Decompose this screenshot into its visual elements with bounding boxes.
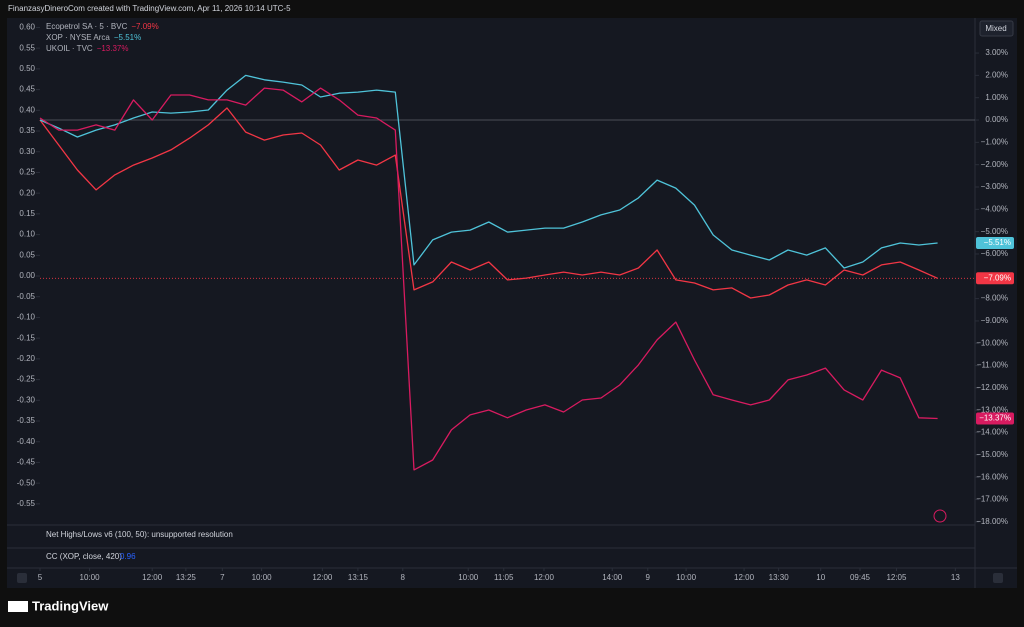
legend-name: UKOIL · TVC [46,44,93,53]
chart-bg [7,18,1017,588]
y2-tick-label: 2.00% [985,70,1008,79]
x-tick-label: 7 [220,573,225,582]
x-tick-label: 12:00 [534,573,555,582]
y2-tick-label: −18.00% [976,517,1008,526]
legend-value: −13.37% [97,44,129,53]
y2-tick-label: −15.00% [976,450,1008,459]
y2-tick-label: −11.00% [977,361,1008,370]
x-tick-label: 10:00 [252,573,273,582]
alert-icon[interactable] [933,509,947,523]
last-value-label: −7.09% [984,273,1011,282]
x-tick-label: 9 [646,573,651,582]
y2-tick-label: −6.00% [981,249,1008,258]
y-tick-label: 0.00 [19,271,35,280]
y2-tick-label: −4.00% [981,204,1008,213]
y2-tick-label: −9.00% [981,316,1008,325]
legend-name: Ecopetrol SA · 5 · BVC [46,22,128,31]
y-tick-label: 0.45 [19,85,35,94]
x-tick-label: 10:00 [676,573,697,582]
x-tick-label: 14:00 [602,573,623,582]
y-tick-label: 0.15 [19,209,35,218]
y-tick-label: -0.40 [17,437,36,446]
y2-tick-label: −8.00% [981,294,1008,303]
y-tick-label: -0.20 [17,354,36,363]
y-tick-label: 0.30 [19,147,35,156]
y-tick-label: 0.35 [19,126,35,135]
x-tick-label: 11:05 [494,573,514,582]
y-tick-label: 0.05 [19,250,35,259]
y2-tick-label: −16.00% [976,472,1008,481]
y2-tick-label: −14.00% [976,428,1008,437]
x-tick-label: 12:05 [886,573,907,582]
y2-tick-label: −3.00% [981,182,1008,191]
indicator-value: 0.96 [120,552,136,561]
last-value-badge [976,412,1014,425]
y-tick-label: -0.50 [17,478,36,487]
x-tick-label: 09:45 [850,573,871,582]
x-tick-label: 13 [951,573,960,582]
y2-tick-label: 0.00% [985,115,1008,124]
legend-value: −7.09% [131,22,158,31]
x-tick-label: 13:30 [769,573,790,582]
series-line [39,107,938,299]
indicator-label: CC (XOP, close, 420) [46,552,122,561]
series-line [39,87,938,471]
y-tick-label: 0.40 [19,105,35,114]
x-tick-label: 10:00 [80,573,101,582]
x-tick-label: 12:00 [142,573,163,582]
series-line [39,74,938,269]
x-tick-label: 5 [38,573,43,582]
scale-button[interactable] [979,20,1014,37]
y2-tick-label: −13.00% [976,405,1008,414]
y-tick-label: -0.45 [17,458,36,467]
y-tick-label: 0.55 [19,43,35,52]
y-tick-label: 0.50 [19,64,35,73]
y2-tick-label: −10.00% [976,338,1008,347]
y-tick-label: -0.55 [17,499,36,508]
auto-scale-button[interactable] [993,573,1003,583]
brand-name: TradingView [32,598,109,613]
y2-tick-label: −1.00% [981,137,1008,146]
zoom-button[interactable] [17,573,27,583]
y-tick-label: -0.05 [17,292,36,301]
y-tick-label: -0.35 [17,416,36,425]
y2-tick-label: 1.00% [985,93,1008,102]
y-tick-label: -0.15 [17,333,36,342]
header-title: FinanzasyDineroCom created with TradingV… [8,4,291,13]
y2-tick-label: −2.00% [981,160,1008,169]
y-tick-label: 0.20 [19,188,35,197]
y2-tick-label: 3.00% [985,48,1008,57]
x-tick-label: 13:15 [348,573,369,582]
x-tick-label: 12:00 [734,573,755,582]
brand-logo [8,601,28,612]
x-tick-label: 8 [401,573,406,582]
y2-tick-label: −12.00% [976,383,1008,392]
x-tick-label: 12:00 [312,573,333,582]
y-tick-label: -0.25 [17,375,36,384]
legend-name: XOP · NYSE Arca [46,33,110,42]
last-value-badge [976,272,1014,285]
legend-value: −5.51% [114,33,141,42]
y2-tick-label: −5.00% [981,227,1008,236]
y-tick-label: 0.25 [19,168,35,177]
y-tick-label: 0.60 [19,23,35,32]
x-tick-label: 10 [816,573,825,582]
y2-tick-label: −17.00% [976,495,1008,504]
y-tick-label: -0.30 [17,395,36,404]
last-value-label: −5.51% [984,238,1011,247]
last-value-badge [976,237,1014,250]
y-tick-label: -0.10 [17,313,36,322]
y-tick-label: 0.10 [19,230,35,239]
x-tick-label: 10:00 [458,573,479,582]
indicator-label: Net Highs/Lows v6 (100, 50): unsupported… [46,530,233,539]
x-tick-label: 13:25 [176,573,197,582]
last-value-label: −13.37% [979,414,1011,423]
scale-button-label[interactable]: Mixed [985,24,1006,33]
